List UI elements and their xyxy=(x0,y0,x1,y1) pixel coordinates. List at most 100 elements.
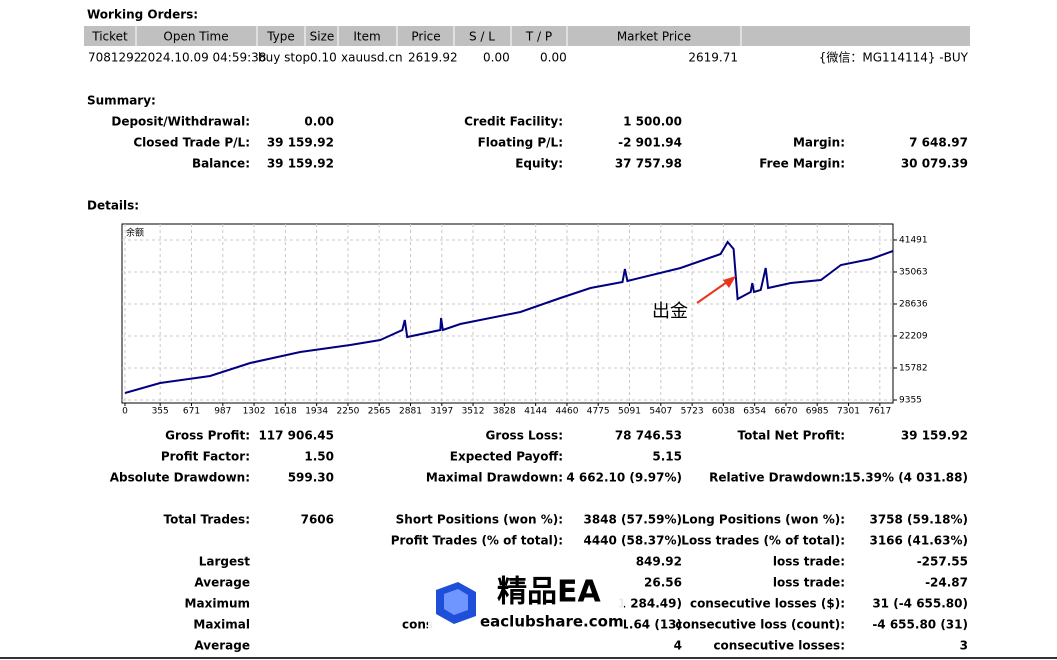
stat-label: Total Trades: xyxy=(163,513,250,527)
annotation-arrow xyxy=(696,281,728,304)
stat-label: Largest xyxy=(199,555,251,569)
annotation-arrowhead xyxy=(723,276,736,288)
stat-label: Closed Trade P/L: xyxy=(133,136,250,150)
watermark-icon-inner xyxy=(444,589,468,615)
stat-value: 4 662.10 (9.97%) xyxy=(566,471,682,485)
stat-label: Gross Profit: xyxy=(165,429,250,443)
column-header: T / P xyxy=(525,30,552,44)
x-tick-label: 1302 xyxy=(243,407,266,417)
column-header: Type xyxy=(266,30,295,44)
stat-label: consecutive loss (count): xyxy=(675,618,845,632)
x-tick-label: 3512 xyxy=(462,407,485,417)
stat-label: Equity: xyxy=(515,157,563,171)
stat-label: Gross Loss: xyxy=(486,429,563,443)
stat-label: Margin: xyxy=(793,136,845,150)
column-header: Market Price xyxy=(617,30,691,44)
stat-label: Loss trades (% of total): xyxy=(681,534,845,548)
stat-label: Profit Factor: xyxy=(161,450,250,464)
balance-line xyxy=(124,240,894,394)
x-tick-label: 7617 xyxy=(868,407,891,417)
stat-value: 15.39% (4 031.88) xyxy=(844,471,968,485)
stat-value: 4440 (58.37%) xyxy=(583,534,682,548)
x-tick-label: 5407 xyxy=(649,407,672,417)
chart-label: 余额 xyxy=(126,227,144,239)
stat-value: 3848 (57.59%) xyxy=(583,513,682,527)
section-title: Summary: xyxy=(87,94,156,108)
y-tick-label: 15782 xyxy=(899,363,928,373)
stat-value: 5.15 xyxy=(652,450,682,464)
stat-label: Average xyxy=(194,576,250,590)
stat-value: 3 xyxy=(960,639,968,653)
header-separators xyxy=(135,26,742,46)
x-tick-label: 6354 xyxy=(743,407,766,417)
stat-label: Floating P/L: xyxy=(478,136,563,150)
stat-value: 30 079.39 xyxy=(901,157,968,171)
stat-value: -2 901.94 xyxy=(618,136,682,150)
stat-value: 39 159.92 xyxy=(901,429,968,443)
stat-label: Average xyxy=(194,639,250,653)
stat-label: Profit Trades (% of total): xyxy=(391,534,563,548)
stat-label: consecutive losses: xyxy=(713,639,845,653)
x-tick-label: 0 xyxy=(122,407,128,417)
stat-value: -4 655.80 (31) xyxy=(872,618,968,632)
stat-label: Absolute Drawdown: xyxy=(110,471,250,485)
column-header: Item xyxy=(353,30,380,44)
stat-value: 849.92 xyxy=(636,555,682,569)
stat-value: 37 757.98 xyxy=(615,157,682,171)
order-cell: 2619.92 xyxy=(408,51,458,65)
stat-label: Maximal xyxy=(193,618,250,632)
stat-label: Total Net Profit: xyxy=(738,429,845,443)
x-tick-label: 671 xyxy=(183,407,200,417)
x-tick-label: 4144 xyxy=(524,407,547,417)
stat-value: 1.50 xyxy=(304,450,334,464)
stat-label: Maximal Drawdown: xyxy=(426,471,563,485)
stat-label: consecutive losses ($): xyxy=(690,597,845,611)
y-tick-label: 9355 xyxy=(899,395,922,405)
x-tick-label: 1934 xyxy=(305,407,328,417)
stat-label: Expected Payoff: xyxy=(450,450,563,464)
stat-label: Balance: xyxy=(192,157,250,171)
x-tick-label: 2250 xyxy=(337,407,360,417)
x-tick-label: 3828 xyxy=(493,407,516,417)
stat-value: 1 284.49) xyxy=(618,597,682,611)
stat-label: Short Positions (won %): xyxy=(396,513,563,527)
stat-value: 7 648.97 xyxy=(909,136,968,150)
x-tick-label: 3197 xyxy=(430,407,453,417)
x-tick-label: 5723 xyxy=(681,407,704,417)
x-tick-label: 7301 xyxy=(837,407,860,417)
stat-label: Maximum xyxy=(185,597,250,611)
order-cell: 7081292 xyxy=(88,51,141,65)
y-tick-label: 35063 xyxy=(899,267,928,277)
order-cell: 0.10 xyxy=(310,51,337,65)
order-cell: 0.00 xyxy=(483,51,510,65)
order-cell: 2619.71 xyxy=(688,51,738,65)
stat-value: 0.00 xyxy=(304,115,334,129)
x-tick-label: 6985 xyxy=(806,407,829,417)
x-tick-label: 2881 xyxy=(399,407,422,417)
stat-value: 117 906.45 xyxy=(258,429,334,443)
stat-value: 78 746.53 xyxy=(615,429,682,443)
order-cell: 0.00 xyxy=(540,51,567,65)
stat-value: -24.87 xyxy=(925,576,968,590)
column-header: Ticket xyxy=(91,30,128,44)
column-header: S / L xyxy=(469,30,495,44)
order-cell: xauusd.cn xyxy=(341,51,403,65)
stat-value: -257.55 xyxy=(917,555,968,569)
watermark-brand: 精品EA xyxy=(497,575,601,610)
stat-value: 39 159.92 xyxy=(267,136,334,150)
stat-value: 26.56 xyxy=(644,576,682,590)
chart-frame xyxy=(121,223,894,404)
y-tick-label: 28636 xyxy=(899,299,928,309)
column-header: Price xyxy=(411,30,440,44)
stat-label: Free Margin: xyxy=(759,157,845,171)
section-title: Working Orders: xyxy=(87,8,198,22)
stat-value: 599.30 xyxy=(288,471,334,485)
stat-label: Deposit/Withdrawal: xyxy=(111,115,250,129)
x-tick-label: 355 xyxy=(152,407,169,417)
stat-value: 4 xyxy=(674,639,682,653)
column-header: Size xyxy=(310,30,335,44)
column-header: Open Time xyxy=(163,30,228,44)
stat-value: 7606 xyxy=(301,513,334,527)
